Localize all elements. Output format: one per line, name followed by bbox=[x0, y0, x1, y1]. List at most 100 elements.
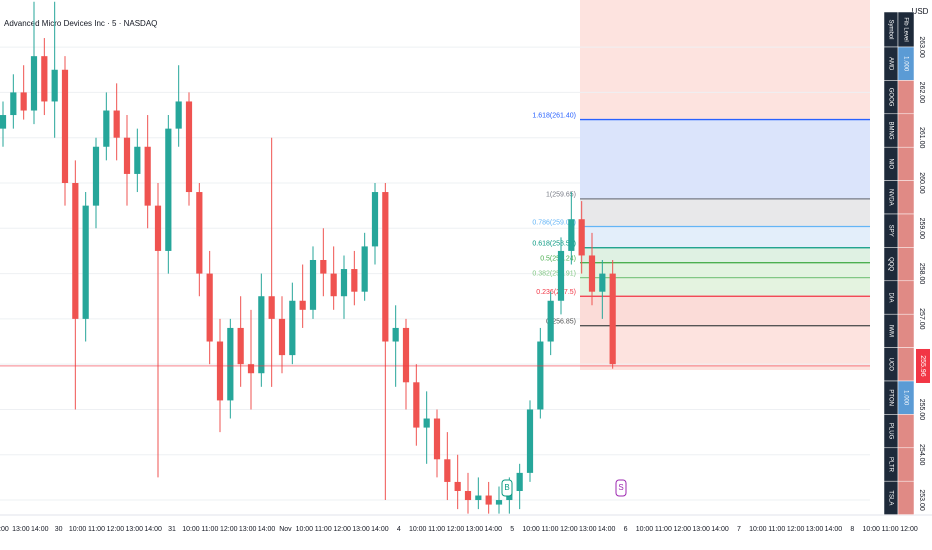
candle-body bbox=[103, 110, 110, 147]
x-tick-label: 11:00 bbox=[768, 526, 785, 533]
candle-body bbox=[227, 327, 234, 401]
fib-label: 0.382(257.91) bbox=[532, 270, 576, 277]
x-tick-label: 11:00 bbox=[655, 526, 672, 533]
table-symbol: GOOG bbox=[887, 88, 893, 107]
y-tick-label: 258.00 bbox=[918, 263, 925, 285]
table-symbol: IWM bbox=[887, 325, 893, 337]
x-tick-label: 12:00 bbox=[787, 526, 805, 533]
candle-body bbox=[278, 318, 286, 356]
candle-body bbox=[216, 341, 224, 401]
candle-body bbox=[444, 459, 451, 482]
x-tick-label: 11:00 bbox=[201, 526, 218, 533]
candle-body bbox=[237, 327, 244, 365]
y-tick-label: 261.00 bbox=[918, 127, 925, 149]
x-tick-label: 13:00 bbox=[126, 526, 144, 533]
table-cell bbox=[897, 347, 915, 382]
x-tick-label: 13:00 bbox=[12, 526, 30, 533]
candle-body bbox=[340, 269, 348, 297]
x-tick-label: 12:00 bbox=[673, 526, 691, 533]
candle-body bbox=[289, 300, 296, 356]
candle-body bbox=[495, 500, 503, 505]
x-tick-label: 6 bbox=[624, 526, 628, 533]
x-tick-label: 13:00 bbox=[806, 526, 824, 533]
x-tick-label: 10:00 bbox=[296, 526, 314, 533]
y-tick-label: 254.00 bbox=[918, 444, 925, 466]
table-cell bbox=[897, 180, 915, 215]
fib-label: 1.618(261.40) bbox=[532, 112, 576, 119]
candle-body bbox=[423, 418, 430, 428]
candle-body bbox=[144, 146, 151, 206]
table-cell bbox=[897, 247, 915, 282]
candle-body bbox=[361, 246, 368, 292]
event-label: B bbox=[504, 483, 509, 492]
candle-body bbox=[206, 273, 213, 342]
x-tick-label: 14:00 bbox=[485, 526, 503, 533]
fib-zone bbox=[580, 119, 870, 199]
candle-body bbox=[382, 192, 389, 342]
candle-body bbox=[351, 269, 358, 292]
table-symbol: UCO bbox=[887, 358, 893, 372]
candle-body bbox=[113, 110, 120, 138]
candle-body bbox=[61, 69, 69, 183]
fib-label: 0.786(259.04) bbox=[532, 219, 576, 226]
candle-body bbox=[82, 205, 89, 319]
candle-body bbox=[51, 69, 58, 102]
x-tick-label: 12:00 bbox=[107, 526, 125, 533]
candle-body bbox=[568, 219, 575, 251]
chart-title: Advanced Micro Devices Inc · 5 · NASDAQ bbox=[4, 19, 157, 28]
table-cell bbox=[897, 280, 915, 315]
x-tick-label: 8 bbox=[850, 526, 854, 533]
x-tick-label: 13:00 bbox=[352, 526, 370, 533]
last-price-box bbox=[916, 348, 930, 383]
candle-body bbox=[175, 101, 182, 129]
candle-body bbox=[165, 128, 172, 251]
event-label: S bbox=[618, 483, 623, 492]
x-tick-label: 12:00 bbox=[560, 526, 578, 533]
x-tick-label: 14:00 bbox=[144, 526, 162, 533]
candle-body bbox=[588, 255, 596, 292]
candle-body bbox=[609, 273, 616, 365]
candle-body bbox=[154, 205, 162, 251]
table-symbol: NVDA bbox=[887, 189, 893, 206]
x-tick-label: 5 bbox=[510, 526, 514, 533]
table-symbol: QQQ bbox=[887, 257, 893, 271]
x-tick-label: 10:00 bbox=[409, 526, 427, 533]
x-tick-label: 14:00 bbox=[711, 526, 729, 533]
fib-zone bbox=[580, 296, 870, 326]
table-cell bbox=[897, 213, 915, 248]
table-symbol: PLTR bbox=[887, 457, 893, 473]
candle-body bbox=[247, 364, 255, 374]
candle-body bbox=[516, 472, 523, 491]
x-tick-label: 13:00 bbox=[579, 526, 597, 533]
y-tick-label: 253.00 bbox=[918, 489, 925, 511]
x-tick-label: 10:00 bbox=[749, 526, 767, 533]
candle-body bbox=[20, 92, 27, 111]
x-tick-label: 31 bbox=[168, 526, 176, 533]
candle-body bbox=[320, 259, 327, 274]
candle-body bbox=[402, 327, 410, 383]
x-tick-label: 13:00 bbox=[466, 526, 484, 533]
y-tick-label: 262.00 bbox=[918, 82, 925, 104]
candle-body bbox=[464, 490, 472, 501]
x-tick-label: 13:00 bbox=[239, 526, 257, 533]
x-tick-label: 11:00 bbox=[315, 526, 332, 533]
candle-body bbox=[134, 146, 141, 174]
x-tick-label: 10:00 bbox=[182, 526, 200, 533]
x-tick-label: 11:00 bbox=[541, 526, 558, 533]
x-tick-label: 12:00 bbox=[333, 526, 351, 533]
fib-zone bbox=[580, 262, 870, 278]
fib-zone bbox=[580, 198, 870, 227]
candle-body bbox=[92, 146, 100, 206]
x-tick-label: 10:00 bbox=[69, 526, 87, 533]
table-symbol: DIA bbox=[887, 292, 893, 302]
candle-body bbox=[547, 300, 554, 342]
candle-body bbox=[10, 92, 17, 116]
table-cell bbox=[897, 80, 915, 115]
x-tick-label: 13:00 bbox=[692, 526, 710, 533]
candle-body bbox=[433, 418, 441, 460]
x-tick-label: 10:00 bbox=[522, 526, 540, 533]
y-tick-label: 255.00 bbox=[918, 399, 925, 421]
table-level: 1.000 bbox=[902, 390, 908, 406]
table-symbol: PLUG bbox=[887, 423, 893, 440]
